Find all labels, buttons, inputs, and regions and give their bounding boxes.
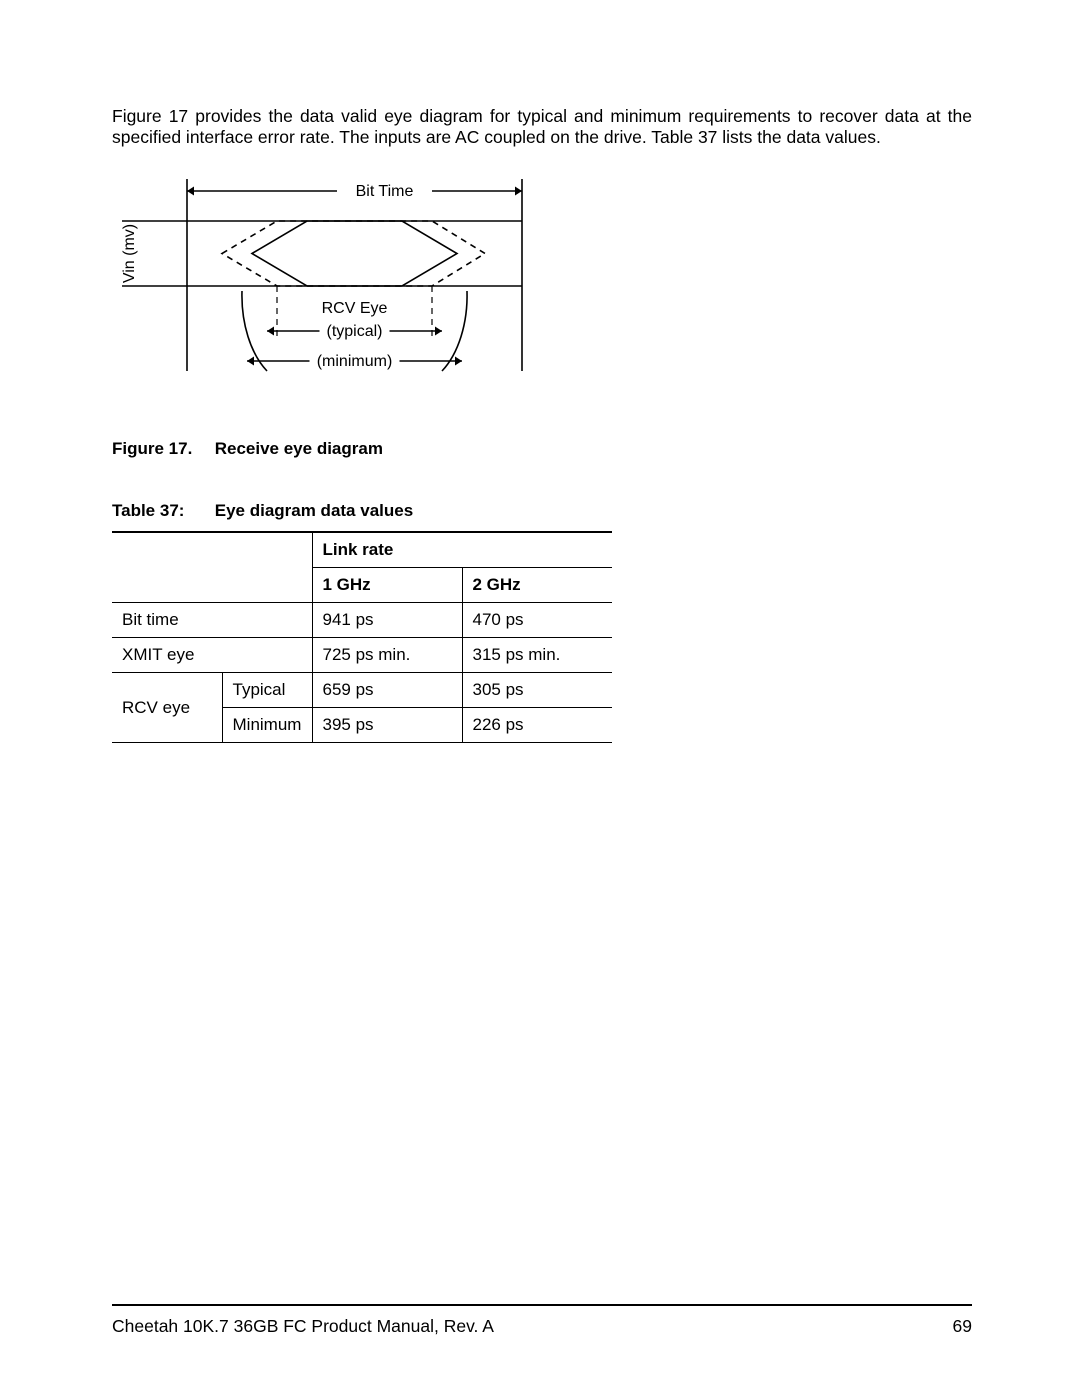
figure-title: Receive eye diagram xyxy=(215,439,383,458)
row-c1: 725 ps min. xyxy=(312,638,462,673)
row-sub: Minimum xyxy=(222,708,312,743)
row-c1: 395 ps xyxy=(312,708,462,743)
row-sub: Typical xyxy=(222,673,312,708)
table-row: Bit time 941 ps 470 ps xyxy=(112,603,612,638)
figure-number: Figure 17. xyxy=(112,439,210,459)
table-header-col1: 1 GHz xyxy=(312,568,462,603)
table-empty-header2 xyxy=(112,568,312,603)
eye-diagram: Bit Time Vin (mv) RCV Eye (typical) (minimum… xyxy=(112,171,972,411)
svg-text:(typical): (typical) xyxy=(326,323,382,340)
footer-title: Cheetah 10K.7 36GB FC Product Manual, Re… xyxy=(112,1316,494,1337)
table-row: XMIT eye 725 ps min. 315 ps min. xyxy=(112,638,612,673)
row-c2: 315 ps min. xyxy=(462,638,612,673)
figure-caption: Figure 17. Receive eye diagram xyxy=(112,439,972,459)
row-label: XMIT eye xyxy=(112,638,312,673)
row-label: Bit time xyxy=(112,603,312,638)
table-row: RCV eye Typical 659 ps 305 ps xyxy=(112,673,612,708)
svg-text:(minimum): (minimum) xyxy=(317,353,393,370)
row-c2: 226 ps xyxy=(462,708,612,743)
table-title: Eye diagram data values xyxy=(215,501,413,520)
table-empty-header xyxy=(112,532,312,568)
svg-text:Bit Time: Bit Time xyxy=(356,183,414,200)
table-header-col2: 2 GHz xyxy=(462,568,612,603)
table-caption: Table 37: Eye diagram data values xyxy=(112,501,972,521)
row-c2: 305 ps xyxy=(462,673,612,708)
svg-text:RCV Eye: RCV Eye xyxy=(322,300,388,317)
row-c1: 941 ps xyxy=(312,603,462,638)
row-c2: 470 ps xyxy=(462,603,612,638)
svg-text:Vin (mv): Vin (mv) xyxy=(121,224,138,283)
table-header-group: Link rate xyxy=(312,532,612,568)
eye-data-table: Link rate 1 GHz 2 GHz Bit time 941 ps 47… xyxy=(112,531,612,743)
page-footer: Cheetah 10K.7 36GB FC Product Manual, Re… xyxy=(112,1304,972,1337)
row-label: RCV eye xyxy=(112,673,222,743)
footer-page-number: 69 xyxy=(953,1316,972,1337)
row-c1: 659 ps xyxy=(312,673,462,708)
table-number: Table 37: xyxy=(112,501,210,521)
intro-paragraph: Figure 17 provides the data valid eye di… xyxy=(112,106,972,150)
